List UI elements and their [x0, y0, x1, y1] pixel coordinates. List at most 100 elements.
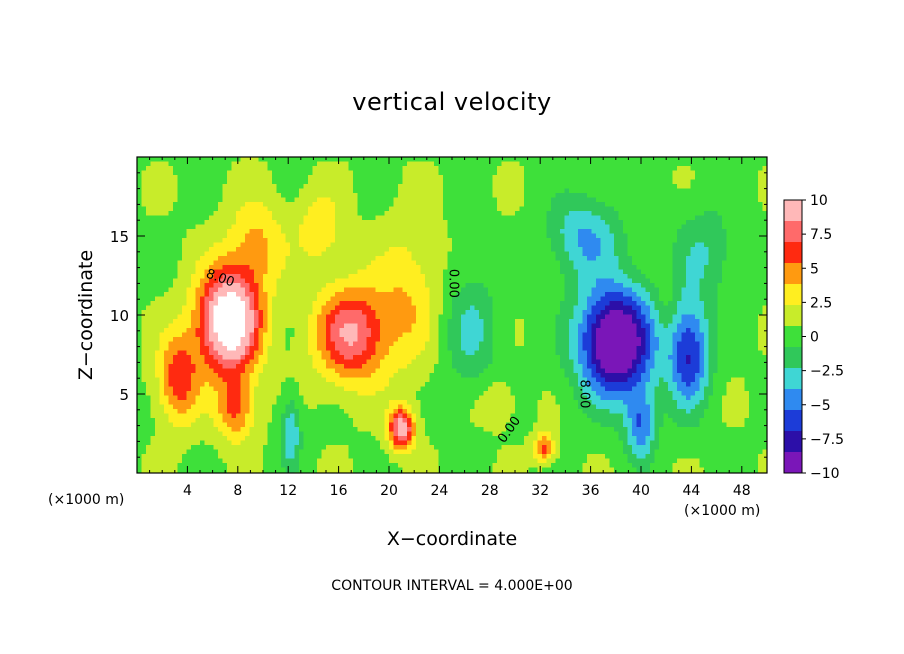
field-cell: [294, 233, 300, 239]
field-cell: [267, 166, 273, 172]
field-cell: [272, 305, 278, 311]
field-cell: [749, 233, 755, 239]
field-cell: [137, 242, 143, 248]
field-cell: [668, 211, 674, 217]
field-cell: [663, 193, 669, 199]
field-cell: [384, 206, 390, 212]
field-cell: [456, 251, 462, 257]
field-cell: [186, 229, 192, 235]
field-cell: [155, 215, 161, 221]
field-cell: [650, 247, 656, 253]
field-cell: [191, 157, 197, 163]
field-cell: [276, 278, 282, 284]
field-cell: [380, 265, 386, 271]
field-cell: [308, 157, 314, 163]
field-cell: [173, 269, 179, 275]
field-cell: [258, 206, 264, 212]
field-cell: [182, 175, 188, 181]
field-cell: [758, 229, 764, 235]
field-cell: [231, 175, 237, 181]
field-cell: [308, 247, 314, 253]
field-cell: [681, 161, 687, 167]
field-cell: [461, 269, 467, 275]
field-cell: [582, 188, 588, 194]
field-cell: [371, 157, 377, 163]
field-cell: [335, 170, 341, 176]
field-cell: [546, 305, 552, 311]
field-cell: [501, 229, 507, 235]
field-cell: [690, 238, 696, 244]
field-cell: [335, 224, 341, 230]
field-cell: [456, 229, 462, 235]
field-cell: [303, 220, 309, 226]
field-cell: [524, 265, 530, 271]
field-cell: [339, 184, 345, 190]
field-cell: [195, 188, 201, 194]
field-cell: [506, 179, 512, 185]
field-cell: [672, 184, 678, 190]
field-cell: [362, 202, 368, 208]
field-cell: [434, 260, 440, 266]
field-cell: [249, 179, 255, 185]
field-cell: [416, 202, 422, 208]
field-cell: [456, 247, 462, 253]
field-cell: [411, 265, 417, 271]
field-cell: [141, 193, 147, 199]
field-cell: [411, 301, 417, 307]
field-cell: [749, 274, 755, 280]
field-cell: [245, 206, 251, 212]
field-cell: [560, 184, 566, 190]
field-cell: [461, 166, 467, 172]
field-cell: [546, 170, 552, 176]
field-cell: [501, 233, 507, 239]
field-cell: [195, 166, 201, 172]
field-cell: [537, 211, 543, 217]
field-cell: [717, 274, 723, 280]
field-cell: [222, 278, 228, 284]
field-cell: [470, 301, 476, 307]
field-cell: [159, 287, 165, 293]
field-cell: [510, 220, 516, 226]
field-cell: [222, 202, 228, 208]
field-cell: [276, 310, 282, 316]
field-cell: [429, 188, 435, 194]
field-cell: [650, 220, 656, 226]
field-cell: [704, 283, 710, 289]
field-cell: [357, 256, 363, 262]
field-cell: [659, 175, 665, 181]
field-cell: [195, 310, 201, 316]
field-cell: [312, 224, 318, 230]
field-cell: [407, 260, 413, 266]
field-cell: [609, 202, 615, 208]
field-cell: [704, 233, 710, 239]
field-cell: [528, 256, 534, 262]
field-cell: [708, 224, 714, 230]
field-cell: [159, 206, 165, 212]
field-cell: [344, 184, 350, 190]
field-cell: [677, 283, 683, 289]
field-cell: [420, 256, 426, 262]
field-cell: [150, 301, 156, 307]
field-cell: [335, 220, 341, 226]
field-cell: [731, 242, 737, 248]
field-cell: [726, 179, 732, 185]
field-cell: [240, 224, 246, 230]
field-cell: [708, 238, 714, 244]
field-cell: [452, 157, 458, 163]
field-cell: [533, 188, 539, 194]
field-cell: [524, 247, 530, 253]
field-cell: [173, 314, 179, 320]
field-cell: [380, 256, 386, 262]
field-cell: [308, 242, 314, 248]
field-cell: [330, 296, 336, 302]
field-cell: [200, 251, 206, 257]
field-cell: [474, 265, 480, 271]
field-cell: [317, 215, 323, 221]
field-cell: [501, 175, 507, 181]
field-cell: [663, 251, 669, 257]
field-cell: [317, 301, 323, 307]
field-cell: [632, 179, 638, 185]
field-cell: [285, 179, 291, 185]
field-cell: [533, 179, 539, 185]
field-cell: [636, 260, 642, 266]
